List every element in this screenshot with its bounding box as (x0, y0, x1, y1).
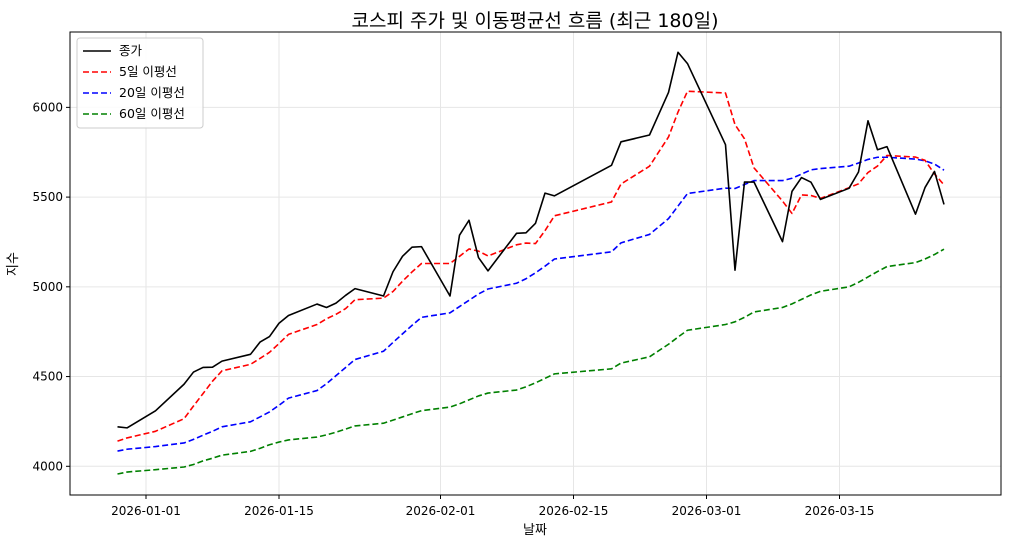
y-tick-label: 4000 (32, 459, 63, 473)
series-line-0 (117, 51, 945, 429)
y-tick-label: 5000 (32, 280, 63, 294)
x-tick-label: 2026-02-15 (539, 504, 609, 518)
series-line-2 (117, 156, 945, 452)
y-axis: 4000 4500 5000 5500 6000 (32, 100, 70, 473)
series-line-3 (117, 248, 945, 475)
series-line-1 (117, 90, 945, 442)
legend-entry: 종가 (119, 43, 143, 58)
y-axis-label: 지수 (6, 252, 21, 276)
legend-box (76, 37, 204, 129)
x-tick-label: 2026-01-01 (111, 504, 181, 518)
legend: 종가 5일 이평선 20일 이평선 60일 이평선 (76, 37, 204, 129)
x-tick-label: 2026-01-15 (244, 504, 314, 518)
series-layer (117, 51, 945, 475)
y-tick-label: 5500 (32, 190, 63, 204)
legend-entry: 60일 이평선 (119, 106, 185, 121)
plot-frame (69, 31, 1002, 496)
x-tick-label: 2026-03-15 (805, 504, 875, 518)
grid (70, 32, 1001, 495)
legend-entry: 20일 이평선 (119, 85, 185, 100)
x-tick-label: 2026-02-01 (406, 504, 476, 518)
chart-title: 코스피 주가 및 이동평균선 흐름 (최근 180일) (351, 10, 718, 32)
legend-entry: 5일 이평선 (119, 64, 177, 79)
x-axis: 2026-01-01 2026-01-15 2026-02-01 2026-02-15… (111, 495, 874, 518)
x-tick-label: 2026-03-01 (672, 504, 742, 518)
x-axis-label: 날짜 (523, 523, 547, 538)
y-tick-label: 6000 (32, 100, 63, 114)
y-tick-label: 4500 (32, 370, 63, 384)
